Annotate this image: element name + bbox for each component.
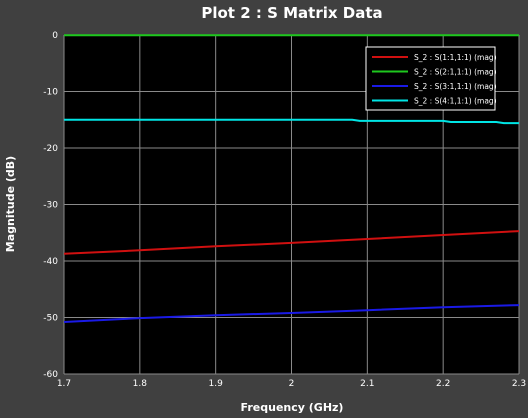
y-tick-labels: 0 -10 -20 -30 -40 -50 -60 bbox=[43, 31, 58, 380]
series-layer bbox=[63, 34, 520, 323]
legend-label: S_2 : S(4:1,1:1) (mag) bbox=[414, 97, 497, 106]
y-axis-label: Magnitude (dB) bbox=[4, 156, 17, 252]
x-tick-label: 1.7 bbox=[57, 379, 71, 389]
y-tick-label: -60 bbox=[43, 370, 58, 380]
chart-title: Plot 2 : S Matrix Data bbox=[201, 4, 382, 22]
y-tick-label: -40 bbox=[43, 257, 58, 267]
x-tick-labels: 1.7 1.8 1.9 2 2.1 2.2 2.3 bbox=[57, 379, 526, 389]
series-line-3 bbox=[63, 304, 520, 323]
legend-label: S_2 : S(2:1,1:1) (mag) bbox=[414, 68, 497, 77]
series-line-4 bbox=[64, 118, 519, 125]
y-tick-label: -30 bbox=[43, 201, 58, 211]
legend-label: S_2 : S(1:1,1:1) (mag) bbox=[414, 53, 497, 62]
y-tick-label: -20 bbox=[43, 144, 58, 154]
y-tick-label: -10 bbox=[43, 88, 58, 98]
y-tick-label: 0 bbox=[52, 31, 58, 41]
x-tick-label: 2 bbox=[289, 379, 295, 389]
x-tick-label: 2.2 bbox=[436, 379, 450, 389]
y-tick-label: -50 bbox=[43, 314, 58, 324]
x-tick-label: 1.8 bbox=[133, 379, 148, 389]
x-axis-label: Frequency (GHz) bbox=[241, 401, 344, 414]
legend: S_2 : S(1:1,1:1) (mag) S_2 : S(2:1,1:1) (… bbox=[365, 46, 497, 111]
legend-label: S_2 : S(3:1,1:1) (mag) bbox=[414, 82, 497, 91]
x-tick-label: 1.9 bbox=[209, 379, 224, 389]
series-line-1 bbox=[63, 230, 520, 255]
x-tick-label: 2.3 bbox=[512, 379, 526, 389]
x-tick-label: 2.1 bbox=[360, 379, 374, 389]
